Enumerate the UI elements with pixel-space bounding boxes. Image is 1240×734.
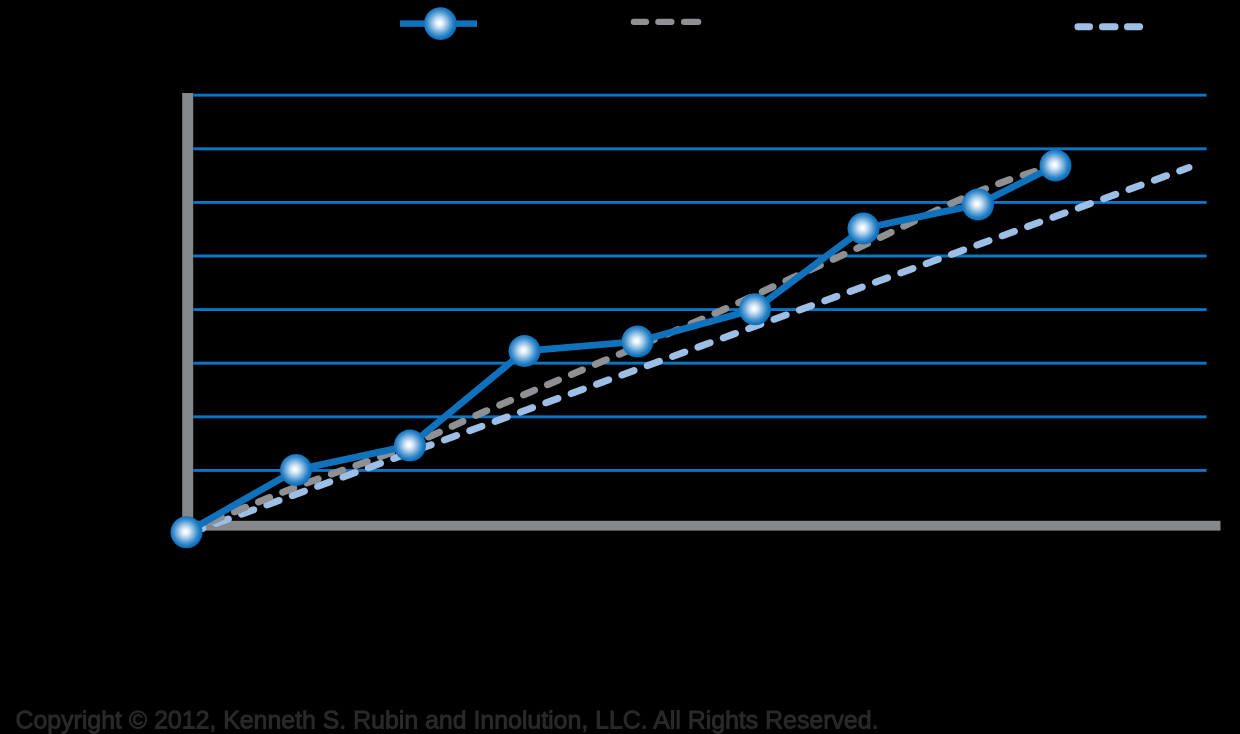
svg-text:Copyright © 2012, Kenneth S. R: Copyright © 2012, Kenneth S. Rubin and I… (16, 707, 879, 734)
